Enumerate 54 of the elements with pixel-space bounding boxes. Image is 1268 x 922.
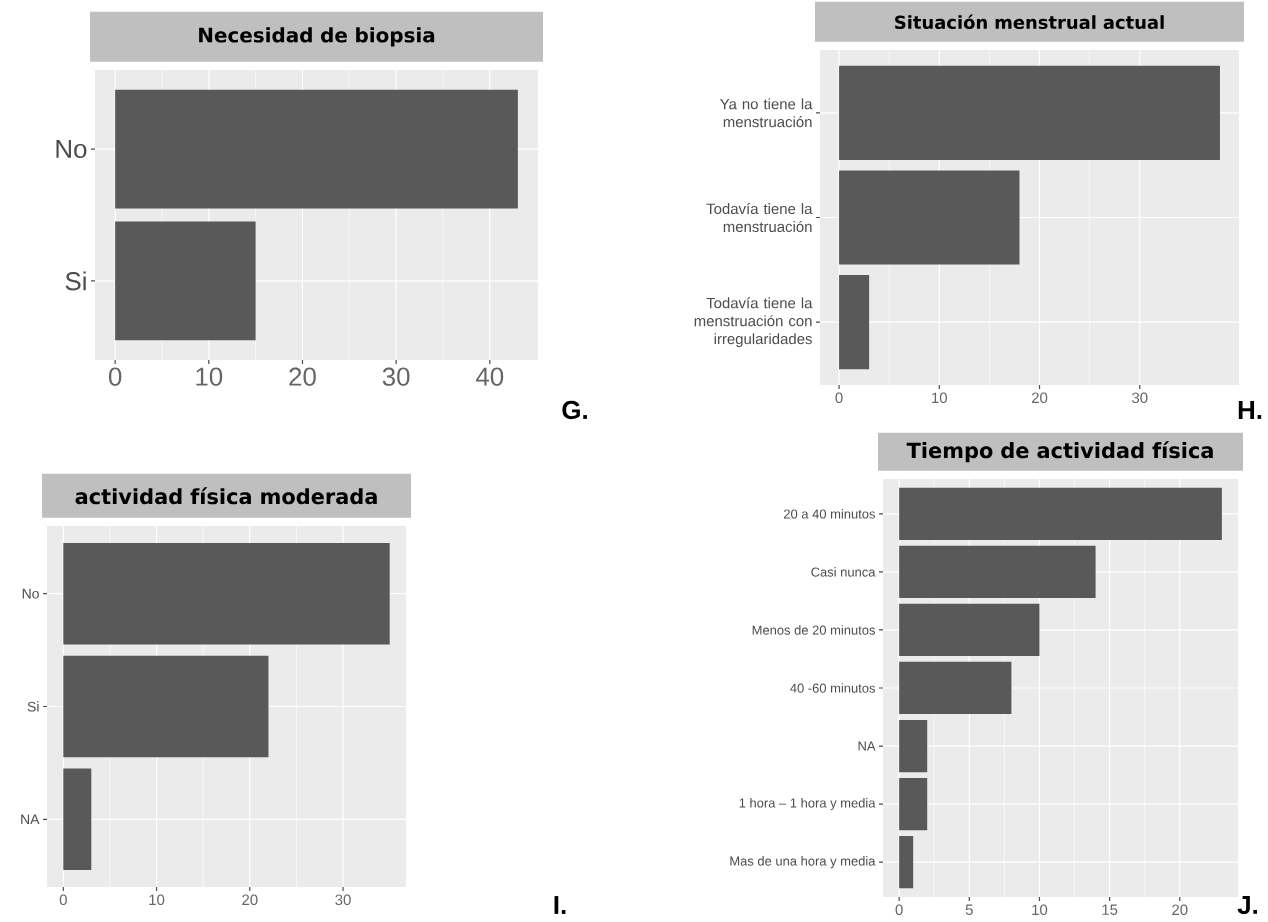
chart-title: Situación menstrual actual (895, 14, 1164, 30)
bar (899, 719, 928, 773)
y-tick-label: NA (858, 741, 876, 751)
bar (899, 603, 1040, 657)
x-tick-label: 10 (149, 894, 165, 906)
chart-title: Tiempo de actividad física (906, 441, 1213, 463)
x-tick-label: 0 (108, 367, 122, 386)
bar (899, 777, 928, 831)
x-tick-label: 30 (1132, 392, 1148, 404)
x-tick-label: 10 (932, 392, 948, 404)
bar (63, 768, 92, 871)
y-tick-label: No (22, 588, 39, 599)
text: H. (1238, 401, 1262, 419)
bar (899, 487, 1222, 540)
x-tick-label: 0 (895, 904, 903, 916)
y-tick-label: 40 -60 minutos (790, 683, 875, 693)
y-tick-label: Si (27, 701, 39, 712)
y-tick-label: Menos de 20 minutos (752, 625, 875, 635)
chart-title: actividad física moderada (75, 487, 377, 505)
y-tick-label: No (56, 140, 87, 159)
y-tick-label: 20 a 40 minutos (783, 509, 875, 519)
y-tick-label: Todavía tiene la menstruación (706, 202, 813, 233)
bar (63, 542, 390, 645)
text: I. (554, 896, 566, 914)
x-tick-label: 20 (242, 894, 258, 906)
y-tick-label: Mas de una hora y media (730, 856, 876, 869)
x-tick-label: 30 (335, 894, 351, 906)
x-tick-label: 10 (196, 367, 223, 386)
x-tick-label: 20 (1031, 392, 1048, 404)
bar (839, 65, 1220, 160)
x-tick-label: 10 (1032, 904, 1048, 916)
text: G. (562, 400, 587, 420)
y-tick-label: Si (65, 271, 86, 291)
x-tick-label: 5 (965, 904, 973, 915)
annotation: J. (1237, 895, 1258, 915)
x-tick-label: 40 (475, 367, 504, 386)
y-tick-label: Ya no tiene la menstruación (720, 98, 813, 128)
y-tick-label: 1 hora – 1 hora y media (739, 798, 876, 811)
y-tick-label: Todavía tiene la menstruación con irregularidades (694, 297, 813, 348)
y-tick-label: Casi nunca (811, 567, 876, 577)
bar (839, 275, 870, 370)
bar (899, 545, 1096, 599)
x-tick-label: 20 (1172, 904, 1188, 916)
x-tick-label: 0 (59, 894, 67, 906)
bar (63, 655, 269, 758)
x-tick-label: 20 (289, 367, 316, 386)
x-tick-label: 0 (835, 392, 843, 404)
bar (839, 170, 1020, 265)
chart-title: Necesidad de biopsia (199, 27, 435, 47)
bar (899, 836, 914, 889)
x-tick-label: 15 (1102, 904, 1118, 915)
bar (899, 661, 1012, 715)
x-tick-label: 30 (382, 367, 410, 386)
y-tick-label: NA (21, 814, 40, 825)
